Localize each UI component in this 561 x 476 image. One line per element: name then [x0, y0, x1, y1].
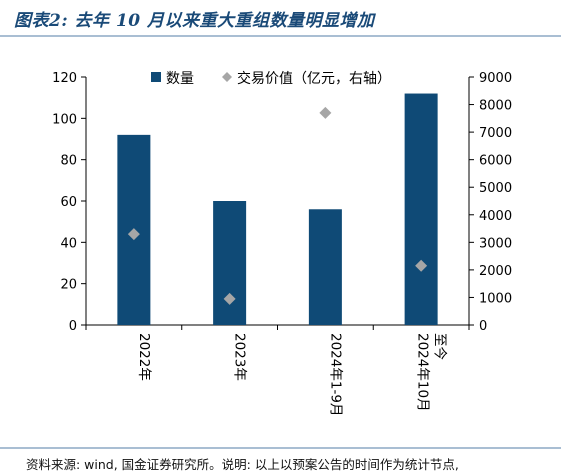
value-marker — [127, 228, 140, 241]
category-label: 至今 — [432, 333, 448, 360]
right-tick-label: 1000 — [479, 291, 512, 306]
title-divider — [0, 35, 561, 37]
value-marker — [223, 292, 236, 305]
right-tick-label: 5000 — [479, 181, 512, 196]
category-label: 2023年 — [232, 333, 248, 381]
axes: 0 20 40 60 80 100 120 0 1000 2000 3000 4000 5000 6000… — [52, 71, 512, 334]
value-series — [127, 106, 428, 305]
legend-bar-swatch — [151, 72, 161, 82]
right-tick-label: 6000 — [479, 154, 512, 169]
right-tick-label: 2000 — [479, 264, 512, 279]
left-tick-label: 0 — [69, 319, 77, 334]
bar — [308, 209, 342, 325]
chart-title: 图表2: 去年 10 月以来重大重组数量明显增加 — [14, 11, 375, 31]
right-tick-label: 8000 — [479, 99, 512, 114]
right-tick-label: 7000 — [479, 126, 512, 141]
right-tick-label: 0 — [479, 319, 487, 334]
right-tick-label: 3000 — [479, 236, 512, 251]
x-axis-labels: 2022年 2023年 2024年1-9月 2024年10月 至今 — [136, 333, 448, 416]
value-marker — [319, 106, 332, 119]
category-label: 2024年1-9月 — [327, 333, 343, 416]
source-note: 资料来源: wind, 国金证券研究所。说明: 以上以预案公告的时间作为统计节点… — [26, 457, 459, 472]
legend: 数量 交易价值（亿元，右轴） — [151, 70, 391, 87]
chart-canvas: 数量 交易价值（亿元，右轴） 0 20 40 60 80 100 120 0 1000 2000 3… — [52, 70, 512, 416]
category-label: 2024年10月 — [415, 333, 431, 412]
right-tick-label: 4000 — [479, 209, 512, 224]
left-tick-label: 20 — [60, 278, 77, 293]
left-tick-label: 100 — [52, 112, 77, 127]
category-label: 2022年 — [136, 333, 152, 381]
bar — [213, 201, 247, 325]
value-marker — [415, 259, 428, 272]
left-tick-label: 120 — [52, 71, 77, 86]
footer-divider — [0, 447, 561, 449]
legend-marker-label: 交易价值（亿元，右轴） — [237, 70, 391, 87]
legend-diamond-swatch — [222, 72, 232, 82]
left-tick-label: 80 — [60, 154, 77, 169]
left-tick-label: 60 — [60, 195, 77, 210]
right-tick-label: 9000 — [479, 71, 512, 86]
bar-series — [117, 93, 438, 326]
legend-bar-label: 数量 — [166, 71, 194, 87]
bar — [404, 93, 438, 326]
left-tick-label: 40 — [60, 236, 77, 251]
